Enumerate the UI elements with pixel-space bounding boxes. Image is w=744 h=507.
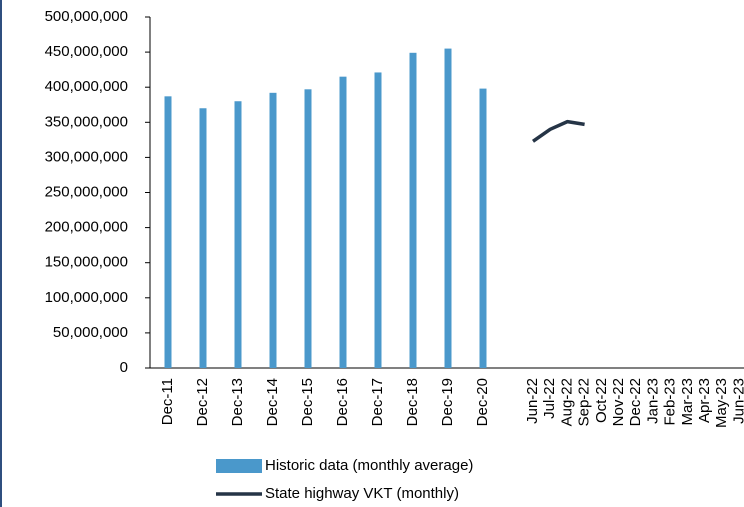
y-tick-label: 150,000,000: [45, 254, 128, 271]
x-tick-label: Dec-11: [159, 378, 176, 425]
x-tick-label: Dec-18: [404, 378, 421, 426]
x-tick-label: Apr-23: [696, 378, 713, 423]
y-tick-label: 200,000,000: [45, 219, 128, 236]
y-tick-label: 50,000,000: [53, 324, 128, 341]
y-tick-label: 250,000,000: [45, 183, 128, 200]
x-tick-label: Dec-15: [299, 378, 316, 426]
x-tick-label: Dec-14: [264, 378, 281, 426]
bar: [304, 89, 312, 368]
x-tick-label: Dec-20: [474, 378, 491, 426]
legend-label: Historic data (monthly average): [265, 457, 473, 474]
x-tick-label: Sep-22: [576, 378, 593, 426]
x-tick-label: Aug-22: [558, 378, 575, 426]
legend-swatch: [216, 459, 262, 473]
x-tick-label: Dec-12: [194, 378, 211, 426]
x-tick-label: Jul-22: [541, 378, 558, 419]
y-tick-label: 450,000,000: [45, 43, 128, 60]
x-tick-label: Dec-19: [439, 378, 456, 426]
bar: [199, 108, 207, 368]
x-tick-label: Dec-16: [334, 378, 351, 426]
bar: [234, 101, 242, 369]
x-tick-label: Dec-13: [229, 378, 246, 426]
x-tick-label: Dec-22: [627, 378, 644, 426]
bar: [444, 48, 452, 369]
bar: [374, 72, 382, 368]
x-tick-label: Jan-23: [644, 378, 661, 424]
y-tick-label: 300,000,000: [45, 148, 128, 165]
x-tick-label: Nov-22: [610, 378, 627, 426]
x-tick-label: Oct-22: [593, 378, 610, 423]
x-tick-label: Dec-17: [369, 378, 386, 426]
x-tick-label: Jun-22: [524, 378, 541, 424]
line: [532, 119, 585, 143]
bar: [164, 96, 172, 369]
y-tick-label: 400,000,000: [45, 78, 128, 95]
bar: [479, 88, 487, 368]
x-tick-label: Mar-23: [679, 378, 696, 426]
bar: [339, 76, 347, 369]
y-tick-label: 100,000,000: [45, 289, 128, 306]
y-tick-label: 0: [120, 359, 128, 376]
x-tick-label: Jun-23: [730, 378, 744, 424]
y-tick-label: 350,000,000: [45, 113, 128, 130]
bar: [409, 52, 417, 368]
bar: [269, 92, 277, 368]
y-tick-label: 500,000,000: [45, 8, 128, 25]
x-tick-label: Feb-23: [662, 378, 679, 426]
legend-label: State highway VKT (monthly): [265, 485, 459, 502]
x-tick-label: May-23: [713, 378, 730, 428]
